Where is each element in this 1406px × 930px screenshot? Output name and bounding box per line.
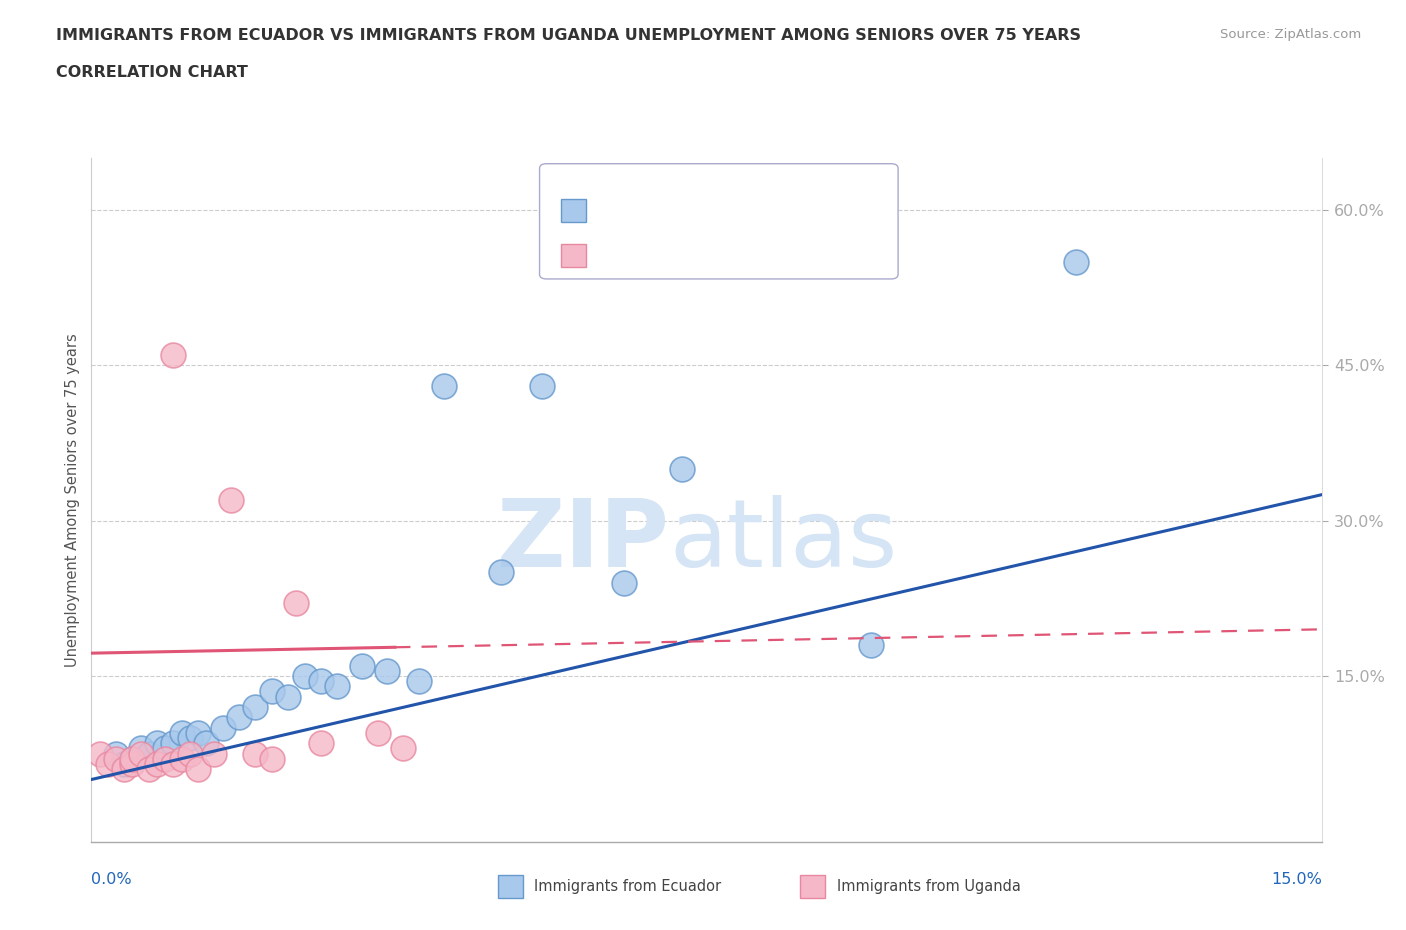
Point bbox=[170, 751, 193, 766]
Point bbox=[211, 720, 233, 735]
Point bbox=[375, 663, 398, 678]
Point bbox=[97, 756, 120, 771]
Point bbox=[1064, 254, 1087, 269]
Text: R =: R = bbox=[598, 202, 633, 219]
Text: 0.0%: 0.0% bbox=[91, 872, 132, 887]
Point bbox=[326, 679, 349, 694]
Text: atlas: atlas bbox=[669, 495, 898, 587]
Point bbox=[294, 669, 316, 684]
Text: Immigrants from Uganda: Immigrants from Uganda bbox=[837, 879, 1021, 894]
Point bbox=[153, 741, 177, 756]
Point bbox=[187, 762, 209, 777]
Text: N =: N = bbox=[688, 246, 724, 264]
Point bbox=[105, 746, 127, 761]
Point bbox=[285, 596, 308, 611]
Text: Source: ZipAtlas.com: Source: ZipAtlas.com bbox=[1220, 28, 1361, 41]
Point bbox=[187, 725, 209, 740]
Point bbox=[277, 689, 299, 704]
Point bbox=[219, 493, 242, 508]
Point bbox=[112, 762, 135, 777]
Point bbox=[531, 379, 554, 393]
Point bbox=[613, 576, 636, 591]
Text: 15.0%: 15.0% bbox=[1271, 872, 1322, 887]
Point bbox=[179, 731, 201, 746]
Point bbox=[89, 746, 111, 761]
Text: 23: 23 bbox=[721, 246, 744, 264]
Point bbox=[146, 736, 169, 751]
Point bbox=[129, 746, 152, 761]
Point bbox=[309, 736, 332, 751]
Text: CORRELATION CHART: CORRELATION CHART bbox=[56, 65, 247, 80]
Text: 0.027: 0.027 bbox=[633, 246, 685, 264]
Point bbox=[367, 725, 389, 740]
Text: 30: 30 bbox=[721, 202, 744, 219]
Point bbox=[433, 379, 456, 393]
Point bbox=[195, 736, 218, 751]
Y-axis label: Unemployment Among Seniors over 75 years: Unemployment Among Seniors over 75 years bbox=[65, 333, 80, 667]
Point bbox=[228, 710, 250, 724]
Point bbox=[491, 565, 513, 579]
Point bbox=[309, 673, 332, 688]
Text: Immigrants from Ecuador: Immigrants from Ecuador bbox=[534, 879, 721, 894]
Point bbox=[260, 751, 283, 766]
Text: R =: R = bbox=[598, 246, 633, 264]
Point bbox=[105, 751, 127, 766]
Point bbox=[121, 751, 143, 766]
Point bbox=[138, 746, 160, 761]
Point bbox=[146, 756, 169, 771]
Point bbox=[138, 762, 160, 777]
Point bbox=[671, 461, 693, 476]
Point bbox=[129, 741, 152, 756]
Point bbox=[162, 736, 184, 751]
Point bbox=[352, 658, 374, 673]
Point bbox=[245, 746, 267, 761]
Point bbox=[162, 756, 184, 771]
Point bbox=[121, 751, 143, 766]
Text: N =: N = bbox=[688, 202, 724, 219]
Point bbox=[170, 725, 193, 740]
Point bbox=[202, 746, 225, 761]
Point bbox=[112, 756, 135, 771]
Point bbox=[859, 637, 882, 652]
Text: IMMIGRANTS FROM ECUADOR VS IMMIGRANTS FROM UGANDA UNEMPLOYMENT AMONG SENIORS OVE: IMMIGRANTS FROM ECUADOR VS IMMIGRANTS FR… bbox=[56, 28, 1081, 43]
Point bbox=[121, 756, 143, 771]
Point bbox=[245, 699, 267, 714]
Point bbox=[179, 746, 201, 761]
Point bbox=[162, 348, 184, 363]
Text: ZIP: ZIP bbox=[496, 495, 669, 587]
Point bbox=[153, 751, 177, 766]
Point bbox=[392, 741, 415, 756]
Text: 0.358: 0.358 bbox=[633, 202, 685, 219]
Point bbox=[260, 684, 283, 699]
Point bbox=[408, 673, 430, 688]
